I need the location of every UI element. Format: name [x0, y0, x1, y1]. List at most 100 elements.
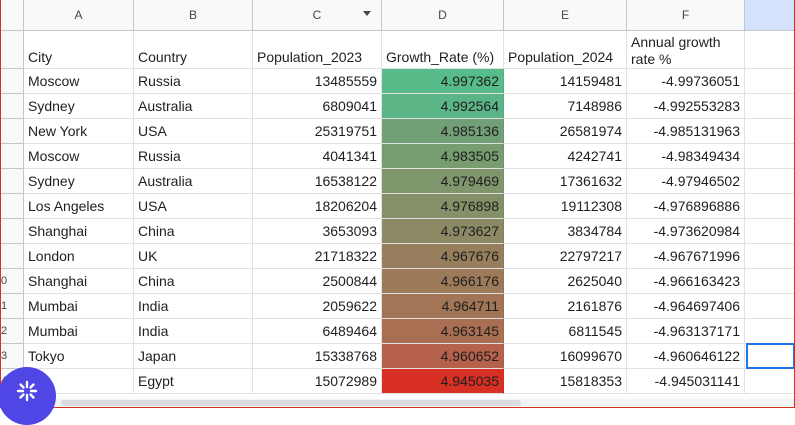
cell-city[interactable]: Los Angeles	[24, 194, 134, 219]
row-number[interactable]	[1, 69, 24, 94]
row-number[interactable]: 3	[1, 344, 24, 369]
cell-country[interactable]: Australia	[134, 94, 253, 119]
cell-country[interactable]: USA	[134, 119, 253, 144]
cell-city[interactable]: Mumbai	[24, 294, 134, 319]
cell-annual[interactable]: -4.967671996	[627, 244, 745, 269]
cell-annual[interactable]: -4.960646122	[627, 344, 745, 369]
cell-growth[interactable]: 4.992564	[382, 94, 504, 119]
header-cell-pop2024[interactable]: Population_2024	[504, 31, 627, 69]
cell-growth[interactable]: 4.979469	[382, 169, 504, 194]
cell-pop2023[interactable]: 25319751	[253, 119, 382, 144]
column-header-b[interactable]: B	[134, 0, 253, 31]
cell-city[interactable]: London	[24, 244, 134, 269]
assistant-fab-button[interactable]	[0, 367, 56, 425]
cell-growth[interactable]: 4.963145	[382, 319, 504, 344]
row-number[interactable]	[1, 144, 24, 169]
column-header-g[interactable]	[745, 0, 794, 31]
cell-empty[interactable]	[745, 31, 794, 69]
cell-country[interactable]: India	[134, 319, 253, 344]
row-number[interactable]: 1	[1, 294, 24, 319]
cell-growth[interactable]: 4.973627	[382, 219, 504, 244]
cell-growth[interactable]: 4.966176	[382, 269, 504, 294]
cell-pop2023[interactable]: 18206204	[253, 194, 382, 219]
cell-empty[interactable]	[745, 194, 794, 219]
scrollbar-thumb[interactable]	[61, 400, 521, 406]
cell-annual[interactable]: -4.99736051	[627, 69, 745, 94]
header-cell-pop2023[interactable]: Population_2023	[253, 31, 382, 69]
cell-pop2023[interactable]: 16538122	[253, 169, 382, 194]
cell-country[interactable]: Egypt	[134, 369, 253, 394]
cell-city[interactable]: Mumbai	[24, 319, 134, 344]
header-cell-country[interactable]: Country	[134, 31, 253, 69]
cell-pop2024[interactable]: 7148986	[504, 94, 627, 119]
cell-annual[interactable]: -4.98349434	[627, 144, 745, 169]
cell-pop2024[interactable]: 6811545	[504, 319, 627, 344]
column-header-f[interactable]: F	[627, 0, 745, 31]
cell-growth[interactable]: 4.983505	[382, 144, 504, 169]
select-all-corner[interactable]	[1, 0, 24, 31]
cell-annual[interactable]: -4.97946502	[627, 169, 745, 194]
cell-pop2023[interactable]: 6809041	[253, 94, 382, 119]
filter-dropdown-icon[interactable]	[363, 11, 371, 16]
cell-empty[interactable]	[745, 319, 794, 344]
cell-city[interactable]: Moscow	[24, 144, 134, 169]
cell-pop2024[interactable]: 3834784	[504, 219, 627, 244]
cell-annual[interactable]: -4.985131963	[627, 119, 745, 144]
column-header-e[interactable]: E	[504, 0, 627, 31]
cell-pop2023[interactable]: 15072989	[253, 369, 382, 394]
cell-country[interactable]: China	[134, 219, 253, 244]
cell-country[interactable]: China	[134, 269, 253, 294]
cell-pop2023[interactable]: 21718322	[253, 244, 382, 269]
cell-empty[interactable]	[745, 169, 794, 194]
cell-city[interactable]: Tokyo	[24, 344, 134, 369]
cell-annual[interactable]: -4.992553283	[627, 94, 745, 119]
cell-pop2024[interactable]: 22797217	[504, 244, 627, 269]
cell-country[interactable]: Russia	[134, 69, 253, 94]
header-cell-city[interactable]: City	[24, 31, 134, 69]
cell-growth[interactable]: 4.976898	[382, 194, 504, 219]
cell-pop2023[interactable]: 2500844	[253, 269, 382, 294]
cell-pop2024[interactable]: 17361632	[504, 169, 627, 194]
cell-annual[interactable]: -4.966163423	[627, 269, 745, 294]
cell-empty[interactable]	[745, 269, 794, 294]
cell-annual[interactable]: -4.964697406	[627, 294, 745, 319]
header-cell-annual[interactable]: Annual growth rate %	[627, 31, 745, 69]
cell-country[interactable]: Australia	[134, 169, 253, 194]
cell-annual[interactable]: -4.976896886	[627, 194, 745, 219]
cell-empty[interactable]	[745, 294, 794, 319]
cell-pop2023[interactable]: 2059622	[253, 294, 382, 319]
cell-empty[interactable]	[745, 219, 794, 244]
cell-pop2024[interactable]: 19112308	[504, 194, 627, 219]
column-header-a[interactable]: A	[24, 0, 134, 31]
row-number[interactable]	[1, 244, 24, 269]
cell-annual[interactable]: -4.945031141	[627, 369, 745, 394]
cell-country[interactable]: Russia	[134, 144, 253, 169]
cell-growth[interactable]: 4.945035	[382, 369, 504, 394]
column-header-c[interactable]: C	[253, 0, 382, 31]
cell-pop2024[interactable]: 15818353	[504, 369, 627, 394]
cell-pop2024[interactable]: 2625040	[504, 269, 627, 294]
cell-growth[interactable]: 4.997362	[382, 69, 504, 94]
cell-pop2023[interactable]: 3653093	[253, 219, 382, 244]
cell-country[interactable]: USA	[134, 194, 253, 219]
cell-growth[interactable]: 4.960652	[382, 344, 504, 369]
cell-empty[interactable]	[745, 369, 794, 394]
row-number[interactable]	[1, 31, 24, 69]
cell-growth[interactable]: 4.967676	[382, 244, 504, 269]
cell-pop2023[interactable]: 15338768	[253, 344, 382, 369]
row-number[interactable]	[1, 169, 24, 194]
cell-pop2024[interactable]: 16099670	[504, 344, 627, 369]
cell-pop2024[interactable]: 4242741	[504, 144, 627, 169]
cell-growth[interactable]: 4.964711	[382, 294, 504, 319]
cell-growth[interactable]: 4.985136	[382, 119, 504, 144]
cell-pop2023[interactable]: 4041341	[253, 144, 382, 169]
row-number[interactable]	[1, 94, 24, 119]
cell-city[interactable]: Shanghai	[24, 269, 134, 294]
header-cell-growth[interactable]: Growth_Rate (%)	[382, 31, 504, 69]
column-header-d[interactable]: D	[382, 0, 504, 31]
cell-city[interactable]: Shanghai	[24, 219, 134, 244]
cell-pop2024[interactable]: 14159481	[504, 69, 627, 94]
cell-city[interactable]: Sydney	[24, 169, 134, 194]
cell-empty[interactable]	[745, 119, 794, 144]
cell-city[interactable]: Sydney	[24, 94, 134, 119]
